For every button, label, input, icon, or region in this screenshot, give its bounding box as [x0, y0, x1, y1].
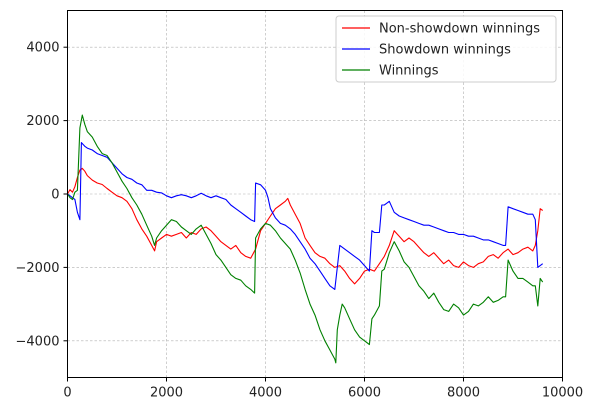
legend-label-1: Showdown winnings — [379, 43, 511, 58]
y-tick-label: 2000 — [26, 114, 59, 129]
grid — [67, 10, 563, 378]
x-tick-label: 2000 — [150, 386, 183, 401]
series-line-0 — [67, 167, 544, 285]
series-line-1 — [67, 142, 544, 290]
x-tick-label: 0 — [63, 386, 71, 401]
x-tick-label: 4000 — [249, 386, 282, 401]
x-tick-label: 6000 — [348, 386, 381, 401]
y-tick-label: 0 — [51, 188, 59, 203]
legend: Non-showdown winnings Showdown winnings Wi… — [335, 15, 557, 83]
legend-label-2: Winnings — [379, 64, 439, 79]
series-line-2 — [67, 114, 544, 364]
y-tick-label: 4000 — [26, 41, 59, 56]
x-tick-label: 8000 — [447, 386, 480, 401]
legend-box — [335, 15, 557, 83]
y-tick-label: −4000 — [16, 334, 60, 349]
y-axis: −4000 −2000 0 2000 4000 — [16, 41, 68, 349]
series-lines — [67, 114, 544, 364]
legend-label-0: Non-showdown winnings — [379, 22, 540, 37]
y-tick-label: −2000 — [16, 261, 60, 276]
x-axis: 0 2000 4000 6000 8000 10000 — [63, 377, 583, 401]
x-tick-label: 10000 — [542, 386, 583, 401]
